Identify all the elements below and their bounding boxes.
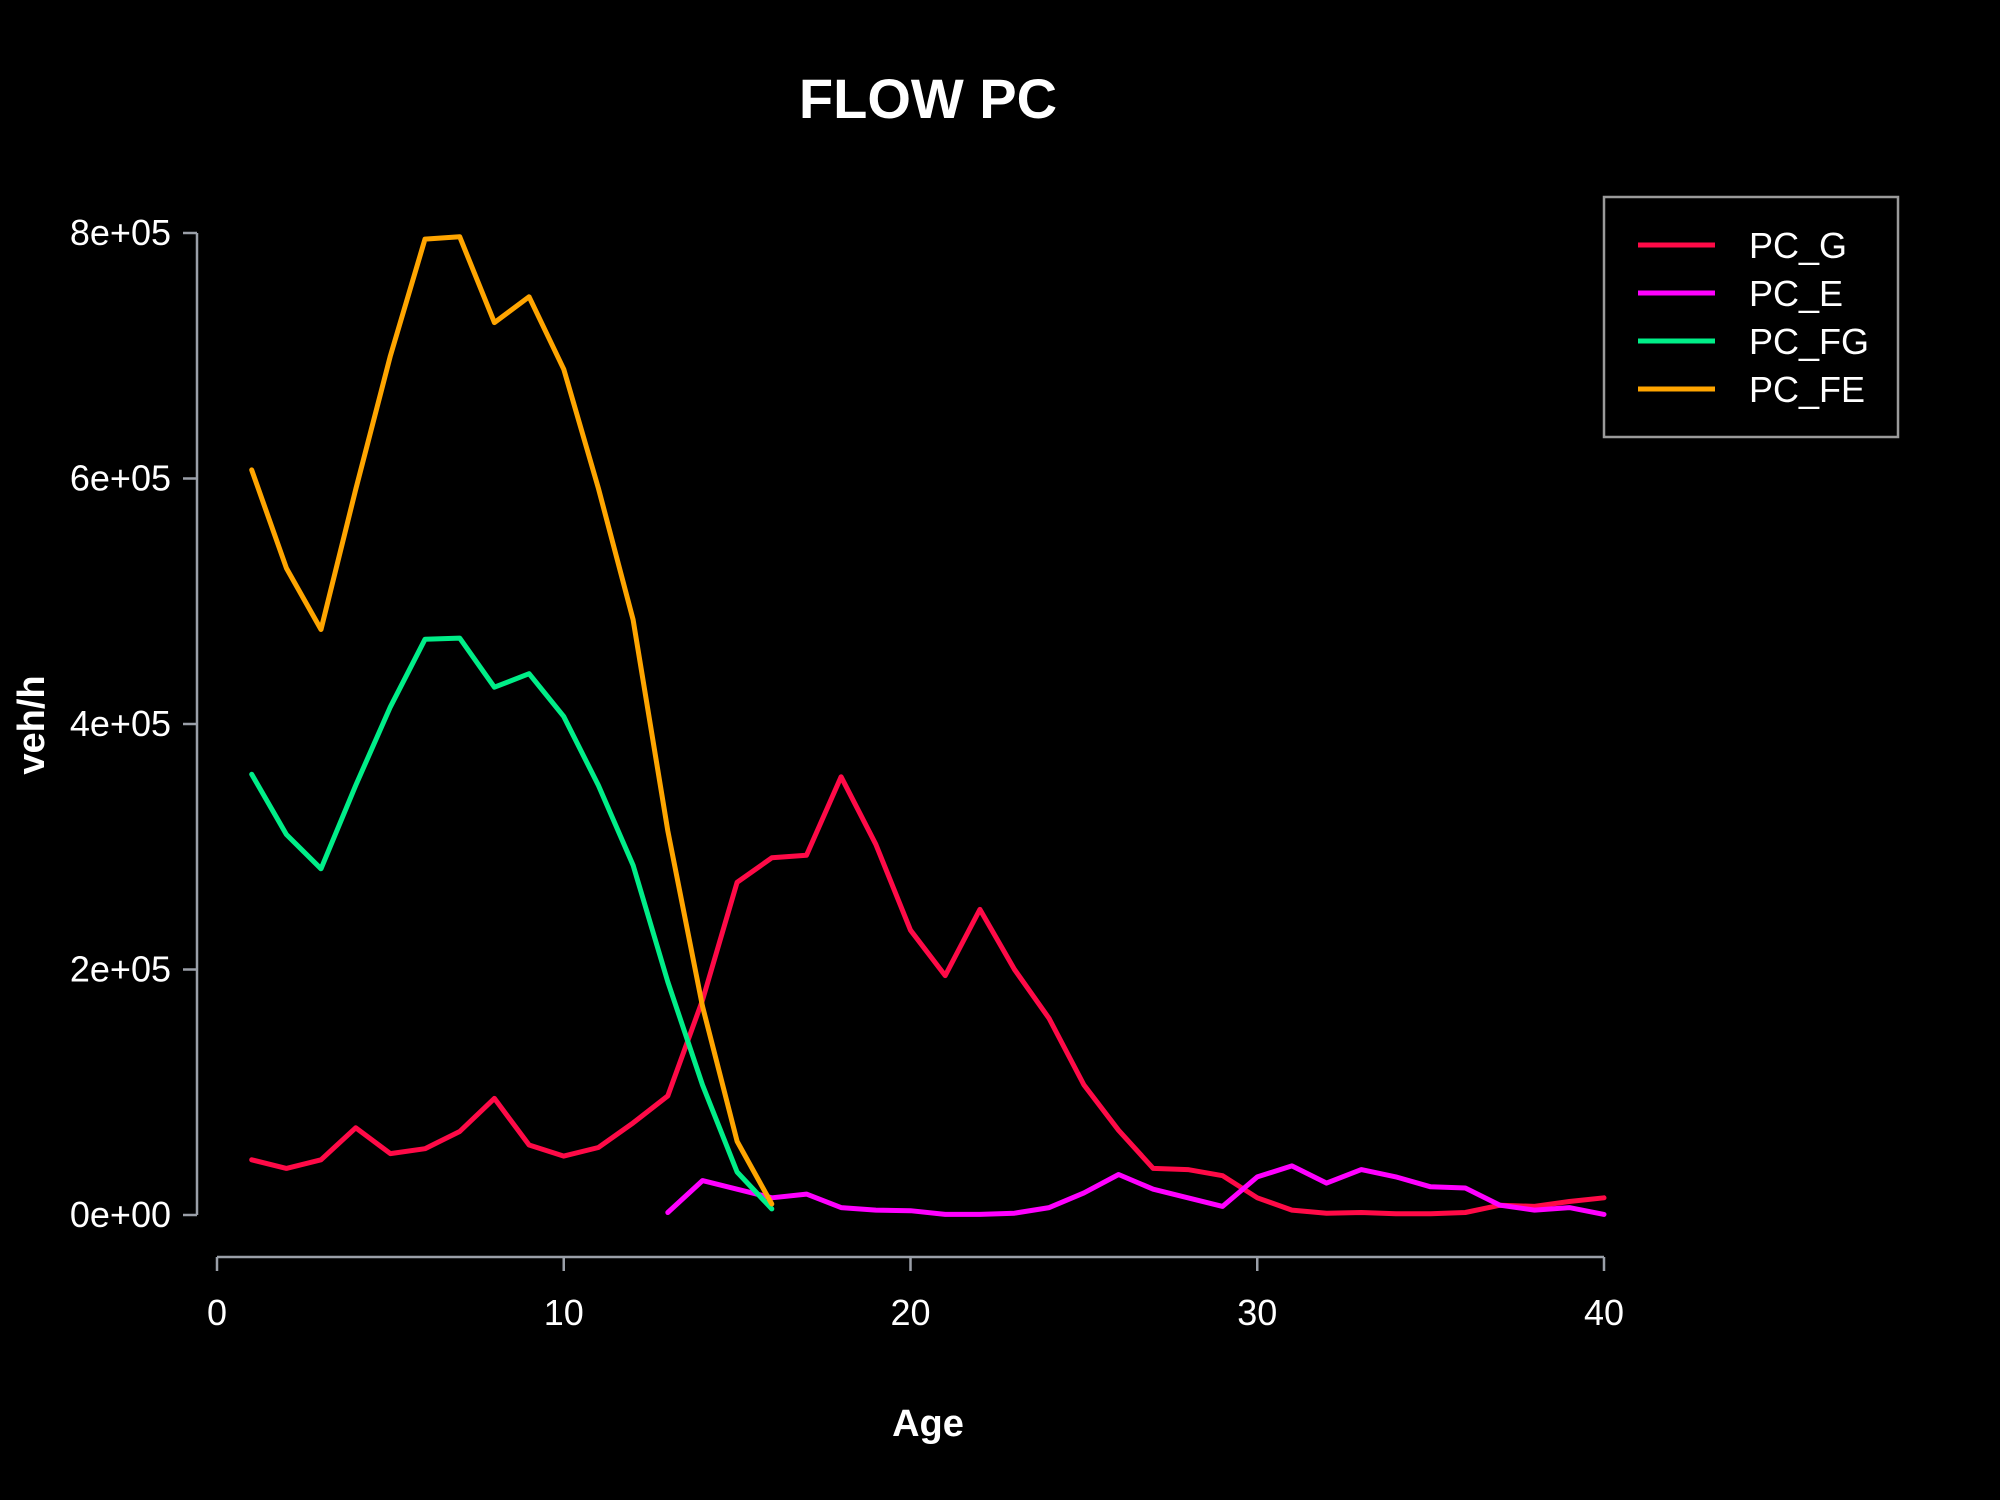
y-tick-label: 2e+05 bbox=[70, 949, 171, 990]
x-tick-label: 0 bbox=[207, 1292, 227, 1333]
series-line-pc-fe bbox=[249, 234, 775, 1207]
legend: PC_G PC_E PC_FG PC_FE bbox=[1602, 195, 1900, 439]
y-axis-title: veh/h bbox=[11, 675, 53, 774]
chart-title: FLOW PC bbox=[799, 67, 1057, 130]
x-tick-label: 30 bbox=[1237, 1292, 1277, 1333]
legend-label: PC_E bbox=[1749, 273, 1843, 314]
series-line-pc-fg bbox=[249, 635, 775, 1212]
legend-label: PC_FG bbox=[1749, 321, 1869, 362]
y-tick-label: 4e+05 bbox=[70, 703, 171, 744]
series-line-pc-e bbox=[665, 1163, 1607, 1217]
y-tick-label: 0e+00 bbox=[70, 1194, 171, 1235]
x-tick-label: 40 bbox=[1584, 1292, 1624, 1333]
x-axis: 0 10 20 30 40 bbox=[207, 1255, 1624, 1333]
plot-area bbox=[249, 234, 1607, 1217]
x-axis-title: Age bbox=[892, 1403, 964, 1445]
y-tick-label: 8e+05 bbox=[70, 212, 171, 253]
x-tick-label: 10 bbox=[544, 1292, 584, 1333]
series-line-pc-g bbox=[249, 774, 1607, 1217]
legend-label: PC_FE bbox=[1749, 369, 1865, 410]
legend-box bbox=[1602, 195, 1900, 439]
y-axis: 0e+00 2e+05 4e+05 6e+05 8e+05 bbox=[70, 212, 199, 1235]
y-tick-label: 6e+05 bbox=[70, 458, 171, 499]
legend-label: PC_G bbox=[1749, 225, 1847, 266]
x-tick-label: 20 bbox=[890, 1292, 930, 1333]
